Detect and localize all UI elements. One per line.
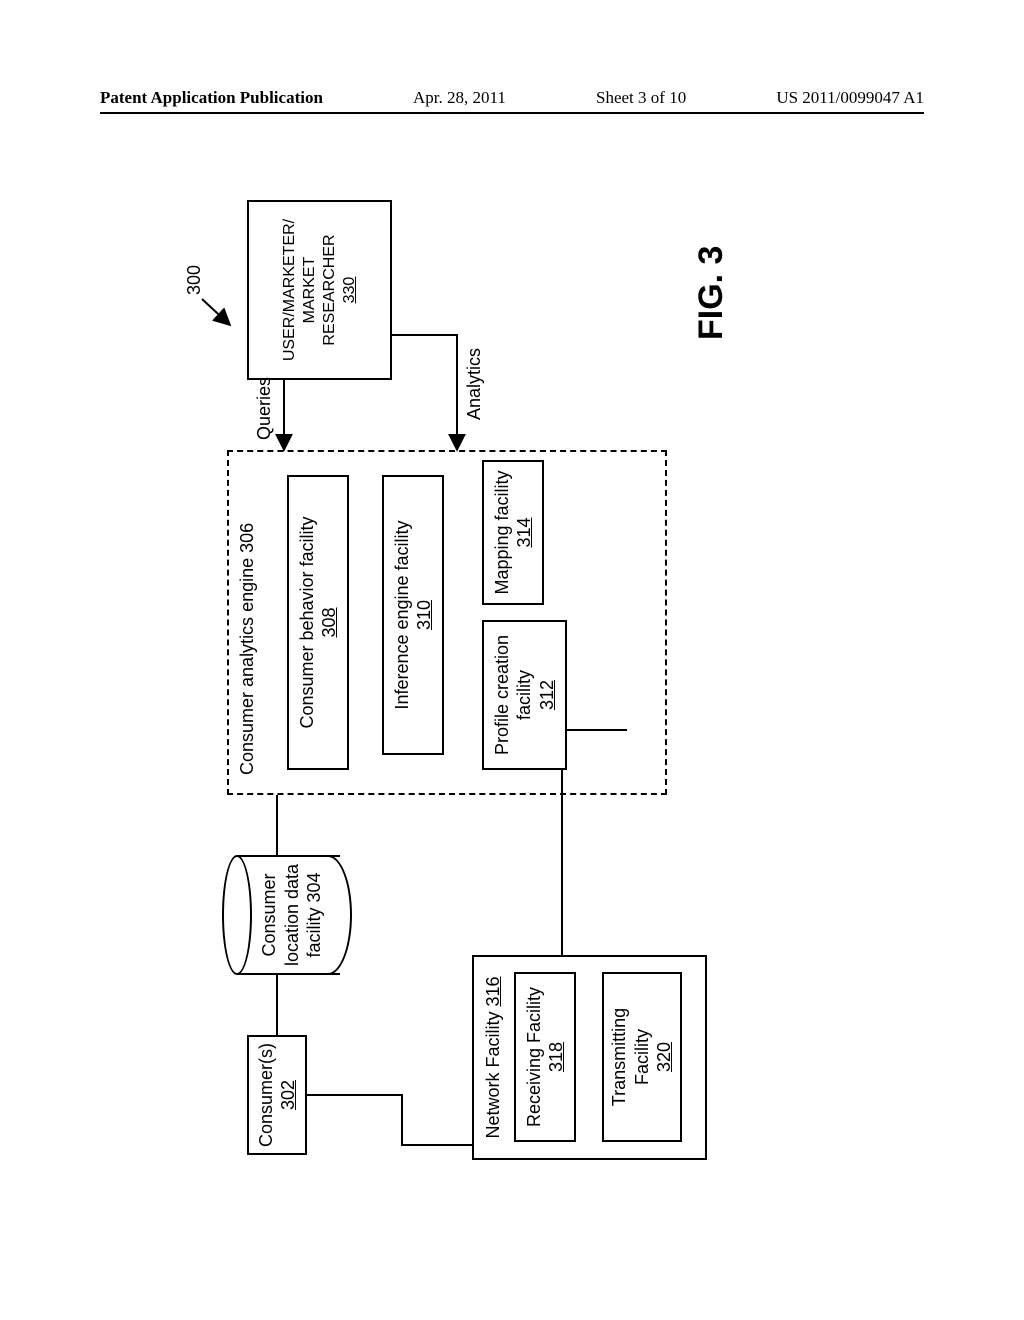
transmitting-ref: 320 (653, 1042, 676, 1072)
receiving-label: Receiving Facility (523, 987, 546, 1127)
edge-label-analytics: Analytics (464, 348, 485, 420)
user-line1: USER/MARKETER/ (280, 219, 300, 361)
figure-caption: FIG. 3 (692, 246, 731, 340)
behavior-label: Consumer behavior facility (296, 516, 319, 728)
profile-line1: Profile creation (491, 635, 514, 755)
node-transmitting: Transmitting Facility 320 (602, 972, 682, 1142)
transmitting-line2: Facility (631, 1029, 654, 1085)
diagram: 300 Consumer(s) 302 Consumer location da… (132, 190, 892, 1190)
network-ref: 316 (483, 976, 503, 1006)
header-pubno: US 2011/0099047 A1 (776, 88, 924, 108)
node-inference: Inference engine facility 310 (382, 475, 444, 755)
receiving-ref: 318 (545, 1042, 568, 1072)
location-db-line3: facility (304, 908, 324, 958)
header-sheet: Sheet 3 of 10 (596, 88, 686, 108)
node-mapping: Mapping facility 314 (482, 460, 544, 605)
figure: 300 Consumer(s) 302 Consumer location da… (132, 190, 892, 1190)
node-user: USER/MARKETER/ MARKET RESEARCHER 330 (247, 200, 392, 380)
inference-ref: 310 (413, 600, 436, 630)
location-db-ref: 304 (304, 872, 324, 902)
profile-line2: facility (513, 670, 536, 720)
header-left: Patent Application Publication (100, 88, 323, 108)
page: Patent Application Publication Apr. 28, … (0, 0, 1024, 1320)
profile-ref: 312 (536, 680, 559, 710)
header-rule (100, 112, 924, 114)
inference-label: Inference engine facility (391, 520, 414, 709)
edge-label-queries: Queries (254, 377, 275, 440)
location-db-line1: Consumer (259, 873, 279, 956)
analytics-engine-label: Consumer analytics engine 306 (237, 523, 258, 775)
mapping-label: Mapping facility (491, 470, 514, 594)
location-db-line2: location data (282, 864, 302, 966)
consumers-label: Consumer(s) (255, 1043, 278, 1147)
user-ref: 330 (340, 277, 360, 304)
mapping-ref: 314 (513, 517, 536, 547)
node-receiving: Receiving Facility 318 (514, 972, 576, 1142)
behavior-ref: 308 (318, 607, 341, 637)
node-location-db: Consumer location data facility 304 (222, 855, 352, 975)
node-behavior: Consumer behavior facility 308 (287, 475, 349, 770)
network-label: Network Facility (483, 1012, 503, 1139)
node-consumers: Consumer(s) 302 (247, 1035, 307, 1155)
user-line2: MARKET RESEARCHER (300, 208, 340, 372)
consumers-ref: 302 (277, 1080, 300, 1110)
node-profile: Profile creation facility 312 (482, 620, 567, 770)
ref-300: 300 (184, 265, 205, 295)
page-header: Patent Application Publication Apr. 28, … (100, 88, 924, 108)
transmitting-line1: Transmitting (608, 1008, 631, 1106)
header-date: Apr. 28, 2011 (413, 88, 506, 108)
